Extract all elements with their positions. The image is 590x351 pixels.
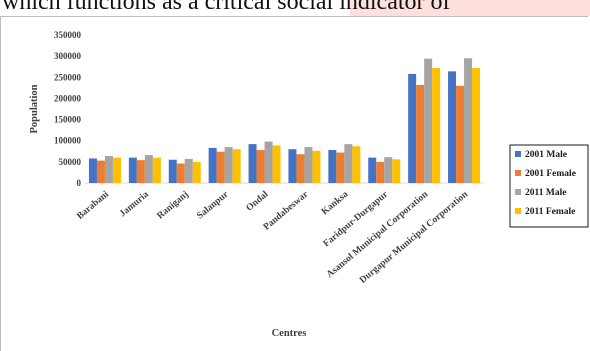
- x-category-label: Pandabeswar: [262, 189, 311, 232]
- bar: [416, 84, 425, 183]
- y-tick-label: 150000: [54, 115, 82, 125]
- bar: [88, 158, 97, 183]
- caption-highlight: [350, 0, 590, 16]
- bar: [168, 159, 177, 183]
- bar: [328, 150, 337, 183]
- x-axis-title: Centres: [272, 328, 307, 339]
- bar: [272, 145, 281, 183]
- bar: [464, 58, 473, 183]
- legend-label: 2001 Female: [525, 169, 576, 179]
- bar: [408, 73, 417, 183]
- bar: [216, 151, 225, 183]
- bar: [104, 155, 113, 183]
- bar: [288, 149, 297, 183]
- bar: [184, 158, 193, 183]
- bar: [376, 161, 385, 183]
- bar: [176, 163, 185, 183]
- bar: [256, 150, 265, 183]
- bar: [384, 157, 393, 183]
- x-category-label: Barabani: [75, 189, 111, 221]
- bar: [392, 159, 401, 183]
- bar: [96, 160, 105, 183]
- bar: [264, 141, 273, 183]
- legend-swatch: [515, 151, 521, 157]
- bar: [208, 147, 217, 183]
- bar: [312, 150, 321, 183]
- bar: [424, 58, 433, 183]
- population-bar-chart: 0 50000 100000 150000 200000 250000 300000 3500…: [29, 30, 589, 339]
- y-tick-label: 250000: [54, 72, 82, 82]
- bar: [248, 144, 257, 183]
- bar: [128, 157, 137, 183]
- y-tick-label: 200000: [54, 93, 82, 103]
- bar: [224, 147, 233, 183]
- bar: [368, 157, 377, 183]
- bar: [432, 67, 441, 183]
- bar: [232, 149, 241, 183]
- bar: [304, 147, 313, 183]
- legend-swatch: [515, 170, 521, 176]
- x-axis-category-labels: Barabani Jamuria Raniganj Salanpur OndalPand…: [75, 189, 470, 286]
- bar: [456, 85, 465, 183]
- bar: [144, 155, 153, 183]
- x-category-label: Jamuria: [118, 189, 151, 219]
- bar: [296, 154, 305, 183]
- bar: [352, 146, 361, 183]
- y-tick-label: 350000: [54, 30, 82, 40]
- y-tick-label: 100000: [54, 136, 82, 146]
- bar: [336, 152, 345, 183]
- bar: [112, 157, 121, 183]
- bar: [344, 144, 353, 183]
- legend-label: 2011 Male: [525, 188, 566, 198]
- y-axis-title: Population: [29, 84, 40, 133]
- bar: [192, 161, 201, 183]
- x-category-label: Raniganj: [156, 190, 191, 222]
- y-tick-label: 0: [77, 178, 82, 188]
- bars: [88, 58, 481, 183]
- caption-text: which functions as a critical social ind…: [2, 0, 451, 15]
- y-tick-label: 300000: [54, 51, 82, 61]
- legend: 2001 Male 2001 Female 2011 Male 2011 Female: [509, 144, 589, 228]
- x-category-label: Salanpur: [195, 189, 231, 221]
- x-category-label: Ondal: [245, 189, 271, 213]
- legend-label: 2001 Male: [525, 150, 567, 160]
- y-tick-label: 50000: [59, 157, 82, 167]
- legend-swatch: [515, 208, 521, 214]
- y-axis-ticks: 0 50000 100000 150000 200000 250000 300000 3500…: [54, 30, 82, 188]
- chart-frame: 0 50000 100000 150000 200000 250000 300000 3500…: [0, 16, 589, 351]
- bar: [472, 67, 481, 183]
- bar: [152, 157, 161, 183]
- legend-swatch: [515, 189, 521, 195]
- x-category-label: Faridpur-Durgapur: [322, 189, 391, 249]
- legend-label: 2011 Female: [525, 207, 575, 217]
- bar: [448, 71, 457, 183]
- bar: [136, 160, 145, 183]
- x-category-label: Kanksa: [320, 189, 350, 217]
- legend-box: [509, 144, 589, 228]
